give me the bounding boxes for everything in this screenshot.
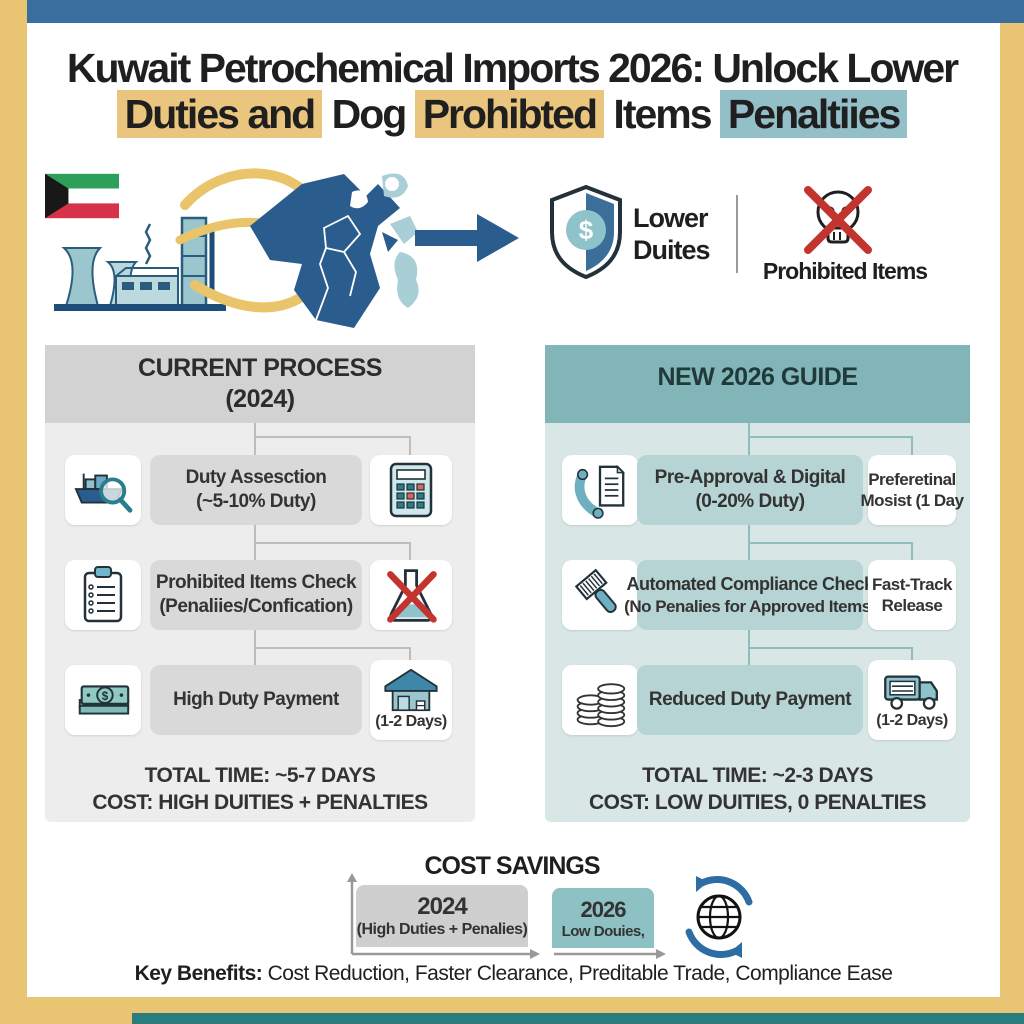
cost-savings-axes [347, 873, 666, 959]
left-row2-icon-card [65, 560, 141, 630]
left-step2-line2: (Penaliies/Confication) [159, 596, 353, 617]
prohibited-skull-icon [804, 186, 872, 254]
banned-flask-icon [387, 569, 437, 623]
right-step3-box: Reduced Duty Payment [637, 665, 863, 735]
kuwait-map-icon [250, 173, 419, 328]
cost-bar-2024-year: 2024 [417, 893, 467, 920]
top-accent-bar [27, 0, 1024, 23]
right-total-time: TOTAL TIME: ~2-3 DAYS [642, 764, 873, 787]
left-panel-totals: TOTAL TIME: ~5-7 DAYS COST: HIGH DUITIES… [45, 762, 475, 817]
left-step3-line1: High Duty Payment [173, 689, 339, 711]
right-row1-right-card: Preferetinal Mosist (1 Day [860, 455, 964, 525]
right-step2-line2: (No Penalies for Approved Items) [624, 596, 876, 616]
new-2026-title: NEW 2026 GUIDE [657, 363, 858, 391]
right-step1-line1: Pre-Approval & Digital [654, 467, 846, 489]
global-trade-sync-icon [685, 876, 753, 958]
cost-savings-title: COST SAVINGS [362, 852, 662, 881]
right-step2-box: Automated Compliance Check (No Penalies … [624, 560, 876, 630]
left-row3-right-card: (1-2 Days) [370, 660, 452, 740]
lower-duties-line1: Lower [633, 203, 709, 233]
title-seg-dog: Dog [322, 91, 415, 137]
left-step2-line1: Prohibited Items Check [155, 572, 357, 594]
cost-bar-2026-year: 2026 [580, 896, 627, 922]
right-row2-text1: Fast-Track [871, 574, 953, 594]
cost-savings-title-text: COST SAVINGS [424, 852, 600, 880]
left-step1-line2: (~5-10% Duty) [196, 491, 316, 512]
key-benefits-list: Cost Reduction, Faster Clearance, Predit… [262, 962, 893, 985]
right-row1-text1: Preferetinal [868, 469, 956, 489]
right-row1-text2: Mosist (1 Day [860, 491, 964, 510]
title-highlight-penalties: Penaltiies [719, 90, 908, 138]
left-cost: COST: HIGH DUITIES + PENALTIES [92, 791, 428, 815]
left-step1-box: Duty Assesction (~5-10% Duty) [150, 455, 362, 525]
left-row2-right-card [370, 560, 452, 630]
key-benefits-line: Key Benefits: Cost Reduction, Faster Cle… [27, 962, 1000, 986]
left-total-time: TOTAL TIME: ~5-7 DAYS [144, 764, 376, 787]
right-panel-totals: TOTAL TIME: ~2-3 DAYS COST: LOW DUITIES,… [545, 762, 970, 817]
key-benefits-label: Key Benefits: [134, 962, 263, 985]
left-accent-border [0, 0, 27, 1024]
title-highlight-prohibited: Prohibted [414, 90, 605, 138]
right-flow-connectors [748, 423, 913, 665]
title-highlight-duties: Duties and [116, 90, 323, 138]
clipboard-checklist-icon [83, 566, 123, 623]
right-row2-right-card: Fast-Track Release [868, 560, 956, 630]
bottom-teal-strip [132, 1013, 1024, 1024]
prohibited-items-text: Prohibited Items [762, 258, 928, 284]
left-row1-icon-card [65, 455, 141, 525]
right-row3-days-label: (1-2 Days) [876, 712, 948, 729]
forward-arrow-icon [415, 214, 519, 262]
lower-duties-shield-icon: $ [550, 184, 622, 280]
right-row3-icon-card [562, 665, 638, 735]
right-row1-icon-card [562, 455, 638, 525]
left-flow-connectors [254, 423, 411, 665]
cost-bar-2024: 2024 (High Duties + Penalies) [356, 885, 528, 947]
cost-bar-2026: 2026 Low Douies, [552, 888, 654, 948]
cash-payment-icon: $ [78, 685, 130, 715]
phone-document-icon [574, 465, 625, 519]
current-process-header: CURRENT PROCESS (2024) [45, 345, 475, 423]
right-step2-line1: Automated Compliance Check [626, 574, 874, 595]
left-row3-icon-card: $ [65, 665, 141, 735]
prohibited-items-label: Prohibited Items [755, 258, 935, 285]
delivery-truck-icon [884, 675, 938, 710]
lower-duties-line2: Duites [633, 235, 711, 266]
right-accent-border [1000, 23, 1024, 1024]
coin-stacks-icon [576, 683, 626, 728]
current-process-title-line1: CURRENT PROCESS [138, 354, 382, 382]
right-row3-right-card: (1-2 Days) [868, 660, 956, 740]
right-step1-box: Pre-Approval & Digital (0-20% Duty) [637, 455, 863, 525]
svg-text:$: $ [102, 690, 109, 703]
hero-divider [736, 195, 738, 273]
warehouse-icon [384, 668, 438, 712]
left-step1-line1: Duty Assesction [185, 467, 327, 489]
new-2026-header: NEW 2026 GUIDE [545, 345, 970, 423]
calculator-icon [389, 462, 433, 518]
right-row2-icon-card [562, 560, 638, 630]
page-title-line1: Kuwait Petrochemical Imports 2026: Unloc… [0, 48, 1024, 89]
right-step1-line2: (0-20% Duty) [695, 491, 805, 512]
title-seg-items: Items [604, 91, 720, 137]
right-row2-text2: Release [881, 596, 943, 615]
page-title-line2: Duties and Dog Prohibted Items Penaltiie… [0, 90, 1024, 138]
kuwait-flag-icon [45, 173, 119, 219]
right-step3-line1: Reduced Duty Payment [648, 689, 852, 711]
ship-inspection-icon [74, 473, 133, 513]
left-step3-box: High Duty Payment [150, 665, 362, 735]
cost-bar-2024-label: (High Duties + Penalies) [356, 921, 528, 938]
left-step2-box: Prohibited Items Check (Penaliies/Confic… [150, 560, 362, 630]
svg-text:$: $ [579, 215, 594, 245]
title-text: Kuwait Petrochemical Imports 2026: Unloc… [66, 45, 959, 91]
left-row1-right-card [370, 455, 452, 525]
cost-bar-2026-label: Low Douies, [561, 922, 645, 940]
current-process-title-line2: (2024) [225, 385, 295, 414]
left-row3-days-label: (1-2 Days) [375, 713, 447, 730]
barcode-scanner-icon [574, 568, 617, 614]
lower-duties-label: Lower Duites [633, 202, 711, 267]
right-cost: COST: LOW DUITIES, 0 PENALTIES [589, 791, 926, 815]
